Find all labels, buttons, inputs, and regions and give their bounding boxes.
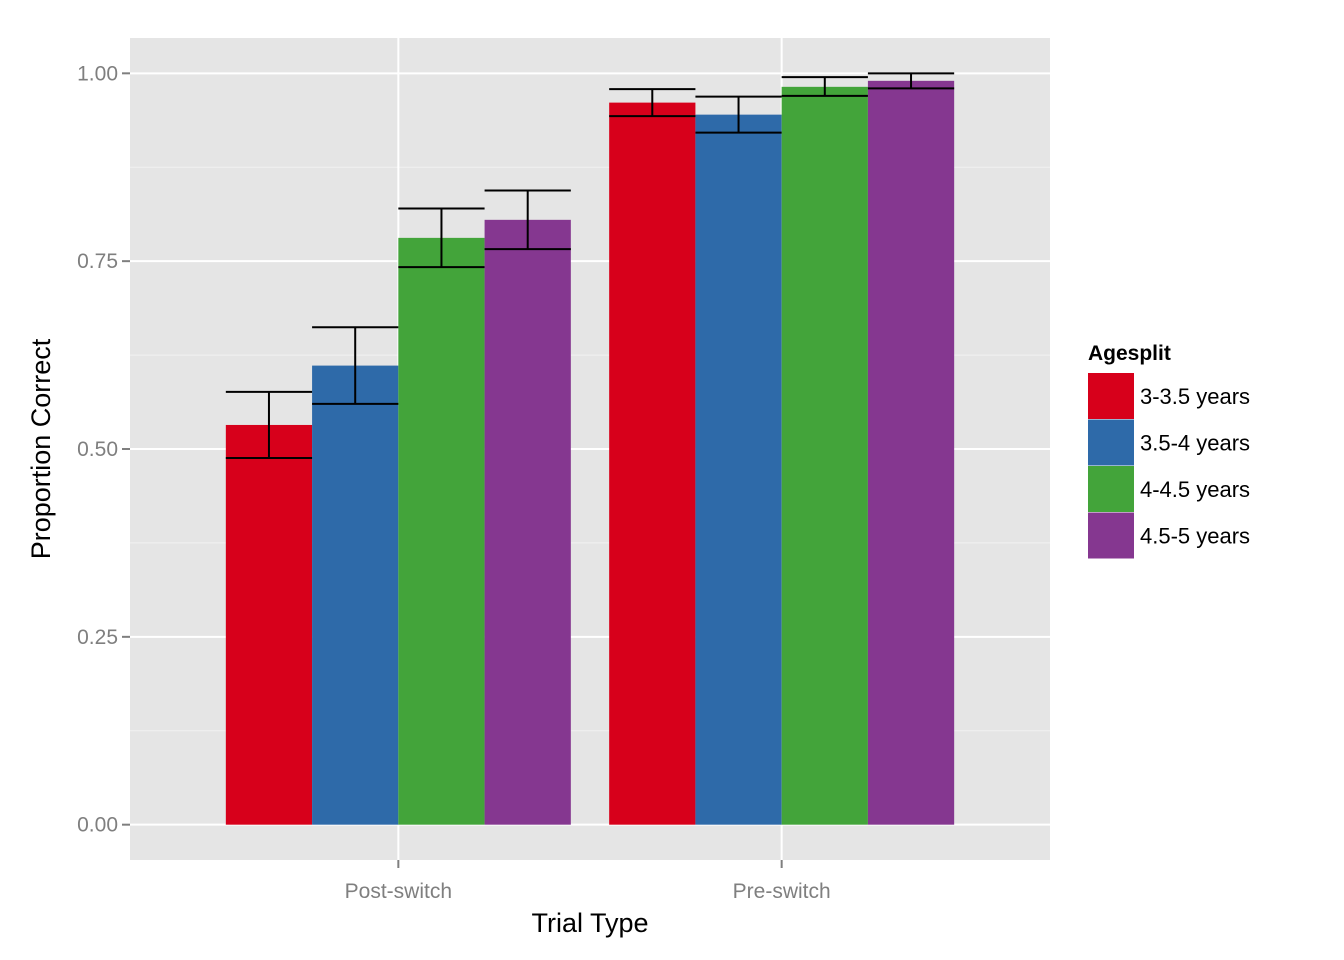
bars [225, 80, 955, 825]
legend: Agesplit 3-3.5 years 3.5-4 years 4-4.5 yea… [1088, 342, 1250, 559]
x-axis: Post-switch Pre-switch [345, 860, 831, 903]
y-tick-label: 1.00 [77, 62, 118, 85]
bar [867, 80, 955, 825]
x-tick-label: Pre-switch [733, 880, 831, 903]
bar [398, 237, 485, 825]
bar [484, 219, 571, 825]
y-tick-label: 0.50 [77, 438, 118, 461]
legend-key [1088, 512, 1134, 559]
legend-label: 4-4.5 years [1140, 477, 1250, 502]
x-axis-title: Trial Type [531, 908, 648, 938]
legend-key [1088, 419, 1134, 466]
y-axis-title: Proportion Correct [26, 338, 56, 559]
legend-label: 3.5-4 years [1140, 431, 1250, 456]
y-tick-label: 0.00 [77, 814, 118, 837]
bar [225, 424, 313, 825]
bar [695, 114, 782, 825]
x-tick-label: Post-switch [345, 880, 452, 903]
error-bars [225, 72, 955, 460]
y-tick-label: 0.25 [77, 626, 118, 649]
legend-label: 3-3.5 years [1140, 384, 1250, 409]
y-tick-label: 0.75 [77, 250, 118, 273]
bar [312, 365, 399, 825]
legend-title: Agesplit [1088, 342, 1171, 365]
legend-key [1088, 466, 1134, 512]
y-axis: 0.00 0.25 0.50 0.75 1.00 [77, 62, 130, 837]
legend-key [1088, 373, 1134, 419]
bar [609, 102, 696, 825]
bar [781, 86, 868, 825]
legend-label: 4.5-5 years [1140, 524, 1250, 549]
